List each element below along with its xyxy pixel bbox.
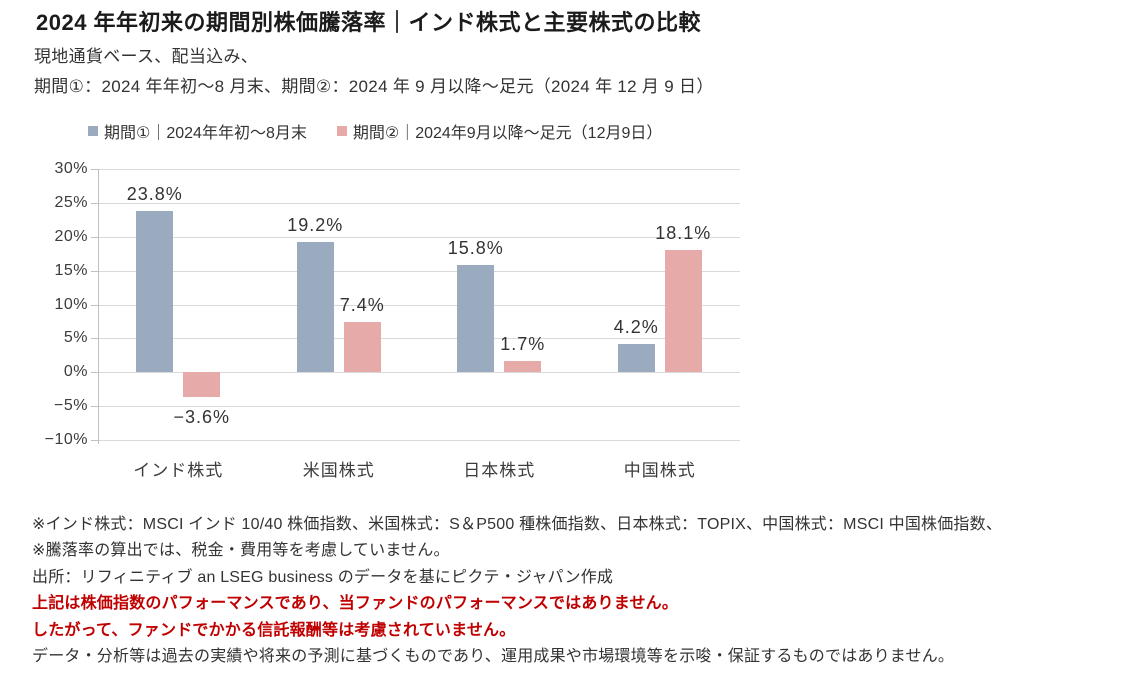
y-axis-tick [91, 169, 98, 170]
bar-value-label: 4.2% [613, 316, 659, 337]
y-axis-label: −5% [54, 397, 88, 415]
y-axis-tick [91, 202, 98, 204]
gridline [98, 338, 740, 340]
bar-value-label: −3.6% [173, 406, 231, 427]
footnote-source: 出所：リフィニティブ an LSEG business のデータを基にピクテ・ジ… [32, 568, 614, 586]
bar-period2 [343, 322, 381, 373]
footnote-warning-2: したがって、ファンドでかかる信託報酬等は考慮されていません。 [32, 621, 516, 639]
chart-legend: 期間①｜2024年年初～8月末 期間②｜2024年9月以降～足元（12月9日） [88, 119, 662, 143]
gridline [98, 440, 740, 441]
y-axis-line [98, 169, 99, 444]
gridline [98, 270, 740, 272]
legend-label-period1: 期間①｜2024年年初～8月末 [104, 125, 307, 142]
x-axis-label: 中国株式 [623, 461, 696, 480]
bar-period1 [296, 242, 334, 373]
x-axis-label: 米国株式 [302, 461, 375, 480]
y-axis-tick [91, 406, 98, 408]
footnotes: ※インド株式：MSCI インド 10/40 株価指数、米国株式：S＆P500 種… [32, 512, 1002, 670]
y-axis-tick [91, 338, 98, 340]
footnote-index-definitions: ※インド株式：MSCI インド 10/40 株価指数、米国株式：S＆P500 種… [32, 516, 1003, 533]
legend-label-period2: 期間②｜2024年9月以降～足元（12月9日） [352, 125, 663, 142]
y-axis-label: 10% [54, 295, 88, 313]
gridline [98, 304, 740, 306]
y-axis-label: −10% [44, 431, 88, 448]
subtitle-line-1: 現地通貨ベース、配当込み、 [34, 47, 259, 66]
y-axis-label: 5% [63, 329, 88, 347]
bar-value-label: 19.2% [287, 215, 344, 236]
bar-period1 [617, 343, 655, 373]
x-axis-label: インド株式 [133, 461, 224, 480]
gridline [98, 169, 740, 170]
footnote-calculation-note: ※騰落率の算出では、税金・費用等を考慮していません。 [32, 542, 450, 560]
legend-item-period1: 期間①｜2024年年初～8月末 [88, 119, 307, 143]
page-title: 2024 年年初来の期間別株価騰落率｜インド株式と主要株式の比較 [36, 10, 702, 35]
gridline [98, 372, 740, 374]
bar-value-label: 18.1% [655, 222, 712, 243]
bar-value-label: 1.7% [500, 333, 546, 354]
bar-period2 [504, 360, 542, 373]
y-axis-label: 15% [54, 261, 88, 279]
footnote-warning-1: 上記は株価指数のパフォーマンスであり、当ファンドのパフォーマンスではありません。 [32, 595, 679, 613]
bar-value-label: 15.8% [447, 238, 504, 259]
y-axis-label: 25% [54, 193, 88, 211]
bar-period1 [457, 265, 495, 373]
subtitle-line-2: 期間①：2024 年年初～8 月末、期間②：2024 年 9 月以降～足元（20… [34, 77, 714, 96]
bar-value-label: 23.8% [126, 184, 183, 204]
gridline [98, 236, 740, 238]
footnote-disclaimer: データ・分析等は過去の実績や将来の予測に基づくものであり、運用成果や市場環境等を… [32, 648, 955, 666]
y-axis-label: 0% [63, 363, 88, 381]
y-axis-label: 20% [54, 227, 88, 245]
bar-period1 [136, 211, 174, 373]
y-axis-label: 30% [54, 160, 88, 177]
y-axis-tick [91, 270, 98, 272]
y-axis-tick [91, 440, 98, 441]
legend-swatch-period1-icon [88, 126, 98, 136]
bar-period2 [664, 249, 702, 373]
y-axis-tick [91, 236, 98, 238]
bar-value-label: 7.4% [339, 295, 385, 316]
y-axis-tick [91, 304, 98, 306]
y-axis-tick [91, 372, 98, 374]
x-axis-label: 日本株式 [463, 461, 536, 480]
gridline [98, 406, 740, 408]
bar-period2 [183, 372, 221, 397]
legend-item-period2: 期間②｜2024年9月以降～足元（12月9日） [336, 119, 663, 143]
gridline [98, 202, 740, 204]
legend-swatch-period2-icon [336, 126, 347, 136]
